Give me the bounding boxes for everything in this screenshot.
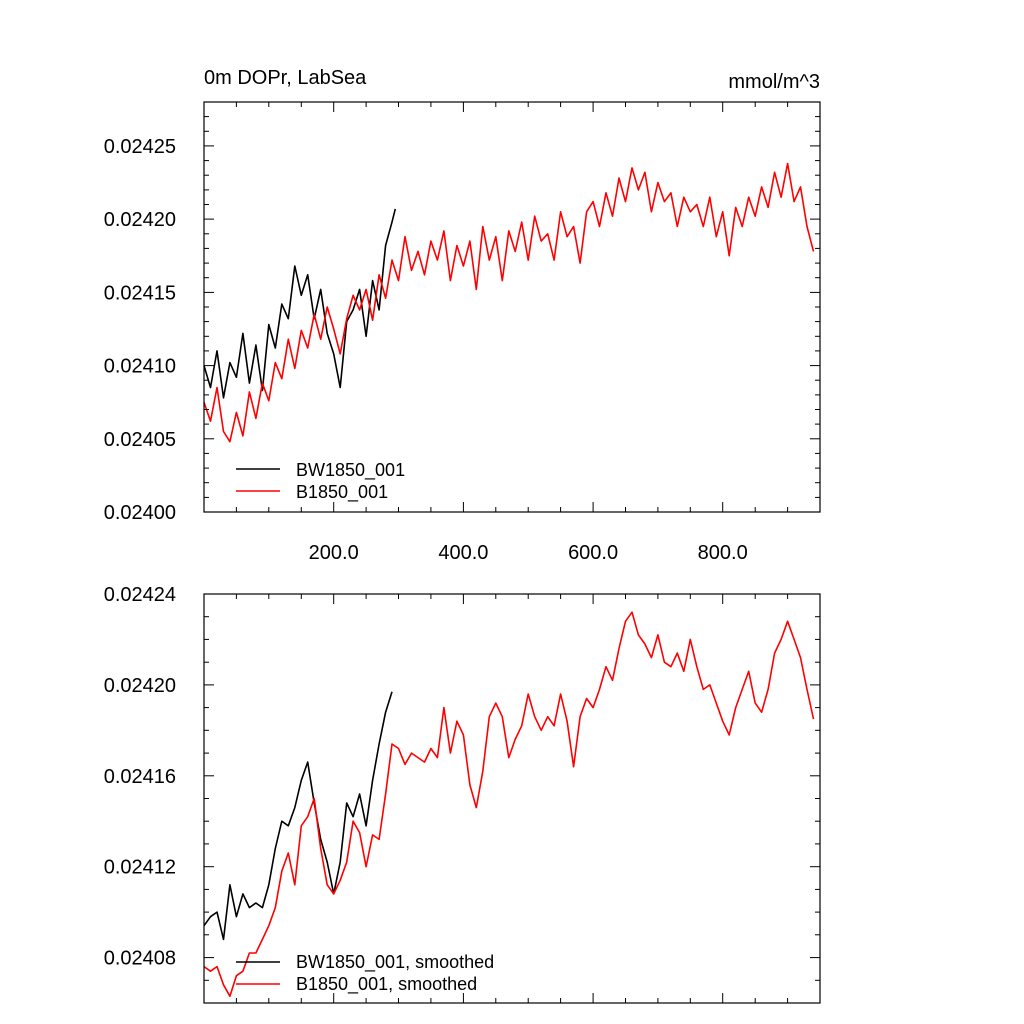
x-tick-label: 600.0: [568, 542, 618, 564]
panel-top-title-left: 0m DOPr, LabSea: [204, 67, 367, 89]
y-tick-label: 0.02415: [104, 282, 176, 304]
legend-label-b1850-smoothed: B1850_001, smoothed: [296, 974, 477, 995]
panel-top-ticks: 200.0 400.0 600.0 800.0 0.02400 0.02405 0.0241…: [104, 101, 820, 564]
series-line-bw1850-001: [203, 208, 397, 399]
y-tick-label: 0.02420: [104, 675, 176, 697]
x-tick-label: 400.0: [438, 542, 488, 564]
panel-bottom-frame: [203, 593, 821, 1004]
y-tick-label: 0.02410: [104, 356, 176, 378]
x-tick-label: 200.0: [309, 542, 359, 564]
y-tick-label: 0.02416: [104, 766, 176, 788]
y-tick-label: 0.02400: [104, 502, 176, 524]
y-tick-label: 0.02424: [104, 584, 176, 606]
panel-top-series-lines: [203, 162, 815, 443]
panel-top-title-right: mmol/m^3: [728, 71, 820, 93]
panel-bottom: 0.02408 0.02412 0.02416 0.02420 0.02424 BW18…: [104, 584, 821, 1004]
panel-top-frame: [203, 101, 821, 513]
y-tick-label: 0.02412: [104, 857, 176, 879]
panel-bottom-legend: BW1850_001, smoothed B1850_001, smoothed: [236, 952, 494, 995]
x-tick-label: 800.0: [698, 542, 748, 564]
series-line-b1850-001: [203, 162, 815, 443]
y-tick-label: 0.02408: [104, 948, 176, 970]
legend-label-b1850: B1850_001: [296, 482, 388, 503]
panel-bottom-ticks: 0.02408 0.02412 0.02416 0.02420 0.02424: [104, 584, 820, 1004]
panel-bottom-series-lines: [203, 611, 815, 998]
y-tick-label: 0.02420: [104, 209, 176, 231]
panel-top: 0m DOPr, LabSea mmol/m^3 200.0 400.0 600.0…: [104, 67, 821, 564]
legend-label-bw1850-smoothed: BW1850_001, smoothed: [296, 952, 494, 973]
y-tick-label: 0.02425: [104, 136, 176, 158]
series-line-b1850-001-smoothed: [203, 611, 815, 998]
y-tick-label: 0.02405: [104, 429, 176, 451]
legend-label-bw1850: BW1850_001: [296, 460, 405, 481]
panel-top-legend: BW1850_001 B1850_001: [236, 460, 405, 503]
series-line-bw1850-001-smoothed: [203, 691, 393, 941]
